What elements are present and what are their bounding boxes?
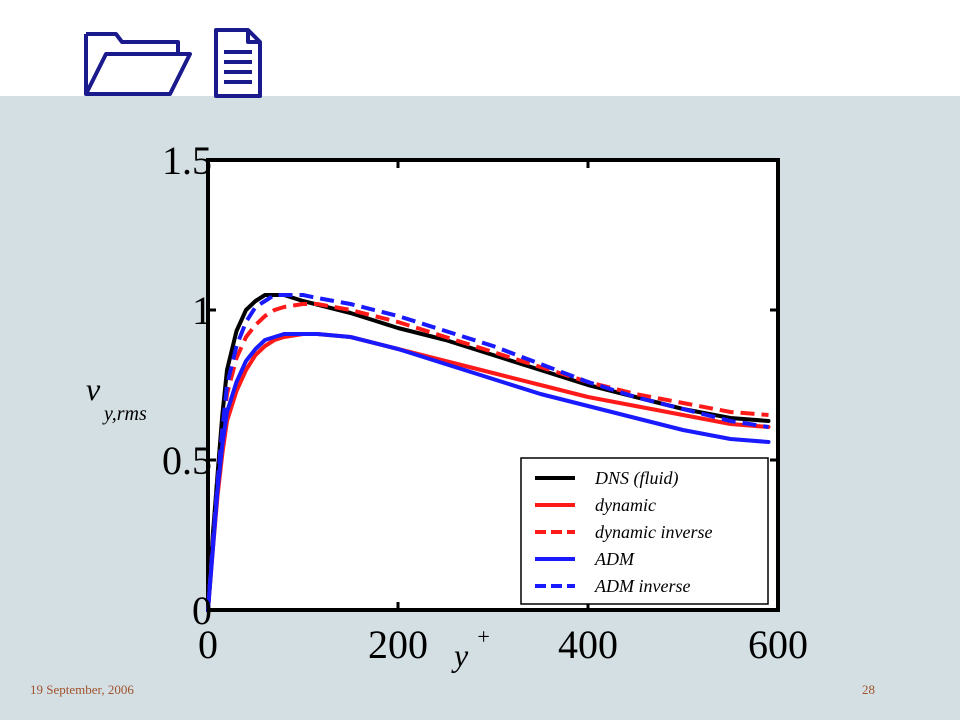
x-axis-label-main: y <box>451 637 469 673</box>
x-tick-label: 600 <box>748 622 808 667</box>
legend: DNS (fluid) dynamic dynamic inverse ADM ADM … <box>520 457 769 605</box>
y-axis-label: v y,rms <box>86 371 147 425</box>
legend-label-3: dynamic inverse <box>595 522 712 542</box>
series-line-1 <box>206 293 771 612</box>
document-icon <box>214 28 262 98</box>
y-tick-label: 0 <box>192 588 212 633</box>
x-axis-label: y + <box>451 624 491 673</box>
series-line-4 <box>206 332 771 612</box>
y-tick-label: 1 <box>192 288 212 333</box>
header-icons <box>84 28 262 98</box>
y-tick-label: 1.5 <box>162 138 212 183</box>
x-tick-label: 200 <box>368 622 428 667</box>
folder-icon <box>84 32 192 96</box>
x-tick-label: 400 <box>558 622 618 667</box>
footer-date: 19 September, 2006 <box>30 682 134 697</box>
series-line-5 <box>206 293 769 611</box>
x-axis-label-superscript: + <box>476 624 491 649</box>
y-axis-label-subscript: y,rms <box>102 403 147 425</box>
legend-label-4: ADM <box>594 549 635 569</box>
footer-page-number: 28 <box>862 682 875 697</box>
tick-layer: 0 200 400 600 0 0.5 1 1.5 <box>162 138 808 667</box>
legend-label-1: DNS (fluid) <box>594 468 679 489</box>
y-axis-label-main: v <box>86 371 101 407</box>
x-tick-label: 0 <box>198 622 218 667</box>
legend-label-2: dynamic <box>595 495 656 515</box>
y-tick-label: 0.5 <box>162 438 212 483</box>
series-layer <box>206 293 771 612</box>
legend-box <box>520 457 769 605</box>
legend-label-5: ADM inverse <box>594 576 690 596</box>
